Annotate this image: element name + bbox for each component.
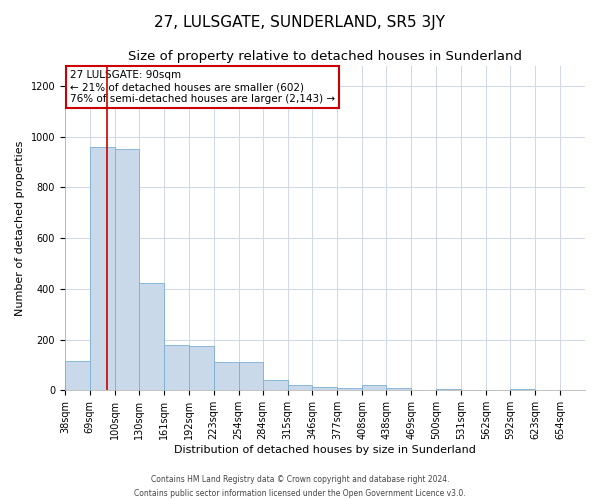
Bar — [115, 150, 139, 390]
Bar — [263, 380, 287, 390]
Bar — [188, 346, 214, 391]
X-axis label: Distribution of detached houses by size in Sunderland: Distribution of detached houses by size … — [174, 445, 476, 455]
Bar — [362, 386, 386, 390]
Y-axis label: Number of detached properties: Number of detached properties — [15, 140, 25, 316]
Bar — [214, 362, 239, 390]
Bar — [90, 147, 115, 390]
Text: Contains HM Land Registry data © Crown copyright and database right 2024.
Contai: Contains HM Land Registry data © Crown c… — [134, 476, 466, 498]
Bar — [65, 361, 90, 390]
Bar — [239, 362, 263, 390]
Bar — [436, 389, 461, 390]
Bar — [287, 386, 313, 390]
Bar — [510, 389, 535, 390]
Bar — [139, 282, 164, 391]
Bar — [386, 388, 412, 390]
Text: 27, LULSGATE, SUNDERLAND, SR5 3JY: 27, LULSGATE, SUNDERLAND, SR5 3JY — [155, 15, 445, 30]
Bar — [164, 345, 188, 391]
Title: Size of property relative to detached houses in Sunderland: Size of property relative to detached ho… — [128, 50, 522, 63]
Bar — [313, 386, 337, 390]
Bar — [337, 388, 362, 390]
Text: 27 LULSGATE: 90sqm
← 21% of detached houses are smaller (602)
76% of semi-detach: 27 LULSGATE: 90sqm ← 21% of detached hou… — [70, 70, 335, 104]
